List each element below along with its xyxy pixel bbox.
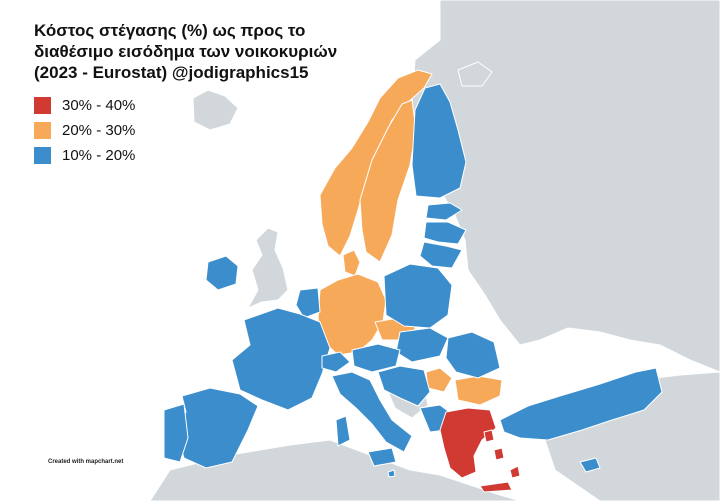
red-countries <box>439 407 521 493</box>
legend-item-10-20: 10% - 20% <box>34 143 135 168</box>
country-greece <box>439 407 497 479</box>
country-latvia <box>423 221 467 245</box>
country-austria-slovenia <box>351 343 401 373</box>
legend-swatch-red <box>34 97 51 114</box>
orange-countries <box>317 69 503 406</box>
title-line-3: (2023 - Eurostat) @jodigraphics15 <box>34 63 309 82</box>
legend-swatch-blue <box>34 147 51 164</box>
legend: 30% - 40% 20% - 30% 10% - 20% <box>34 93 135 168</box>
legend-swatch-orange <box>34 122 51 139</box>
legend-label-30-40: 30% - 40% <box>62 97 136 114</box>
svalbard-land <box>457 61 493 87</box>
mapchart-credit: Created with mapchart.net <box>48 459 124 465</box>
great-britain-land <box>247 227 289 309</box>
island-crete <box>479 481 513 493</box>
country-italy <box>331 371 413 453</box>
legend-label-20-30: 20% - 30% <box>62 122 136 139</box>
country-france <box>231 307 331 411</box>
country-portugal <box>163 403 189 463</box>
country-romania <box>445 331 501 379</box>
country-ireland <box>205 255 239 291</box>
island-sicily <box>367 447 397 467</box>
title-line-1: Κόστος στέγασης (%) ως προς το <box>34 21 306 40</box>
islands-aegean <box>483 429 521 479</box>
island-sardinia <box>335 415 351 447</box>
no-data-land <box>149 0 720 501</box>
legend-item-30-40: 30% - 40% <box>34 93 135 118</box>
island-malta <box>387 469 396 478</box>
country-turkey <box>499 367 663 441</box>
island-cyprus <box>579 457 601 473</box>
map-title: Κόστος στέγασης (%) ως προς το διαθέσιμο… <box>34 20 374 83</box>
country-denmark <box>342 249 361 277</box>
iceland-land <box>192 89 239 131</box>
title-line-2: διαθέσιμο εισόδημα των νοικοκυριών <box>34 42 338 61</box>
country-benelux <box>295 287 321 319</box>
country-estonia <box>425 202 463 221</box>
blue-countries <box>163 83 663 478</box>
country-finland <box>411 83 467 199</box>
country-poland <box>383 263 453 329</box>
legend-label-10-20: 10% - 20% <box>62 147 136 164</box>
country-switzerland <box>321 351 351 373</box>
country-sweden <box>359 99 417 263</box>
country-lithuania <box>419 241 463 269</box>
legend-item-20-30: 20% - 30% <box>34 118 135 143</box>
country-croatia-serbia <box>377 365 431 407</box>
